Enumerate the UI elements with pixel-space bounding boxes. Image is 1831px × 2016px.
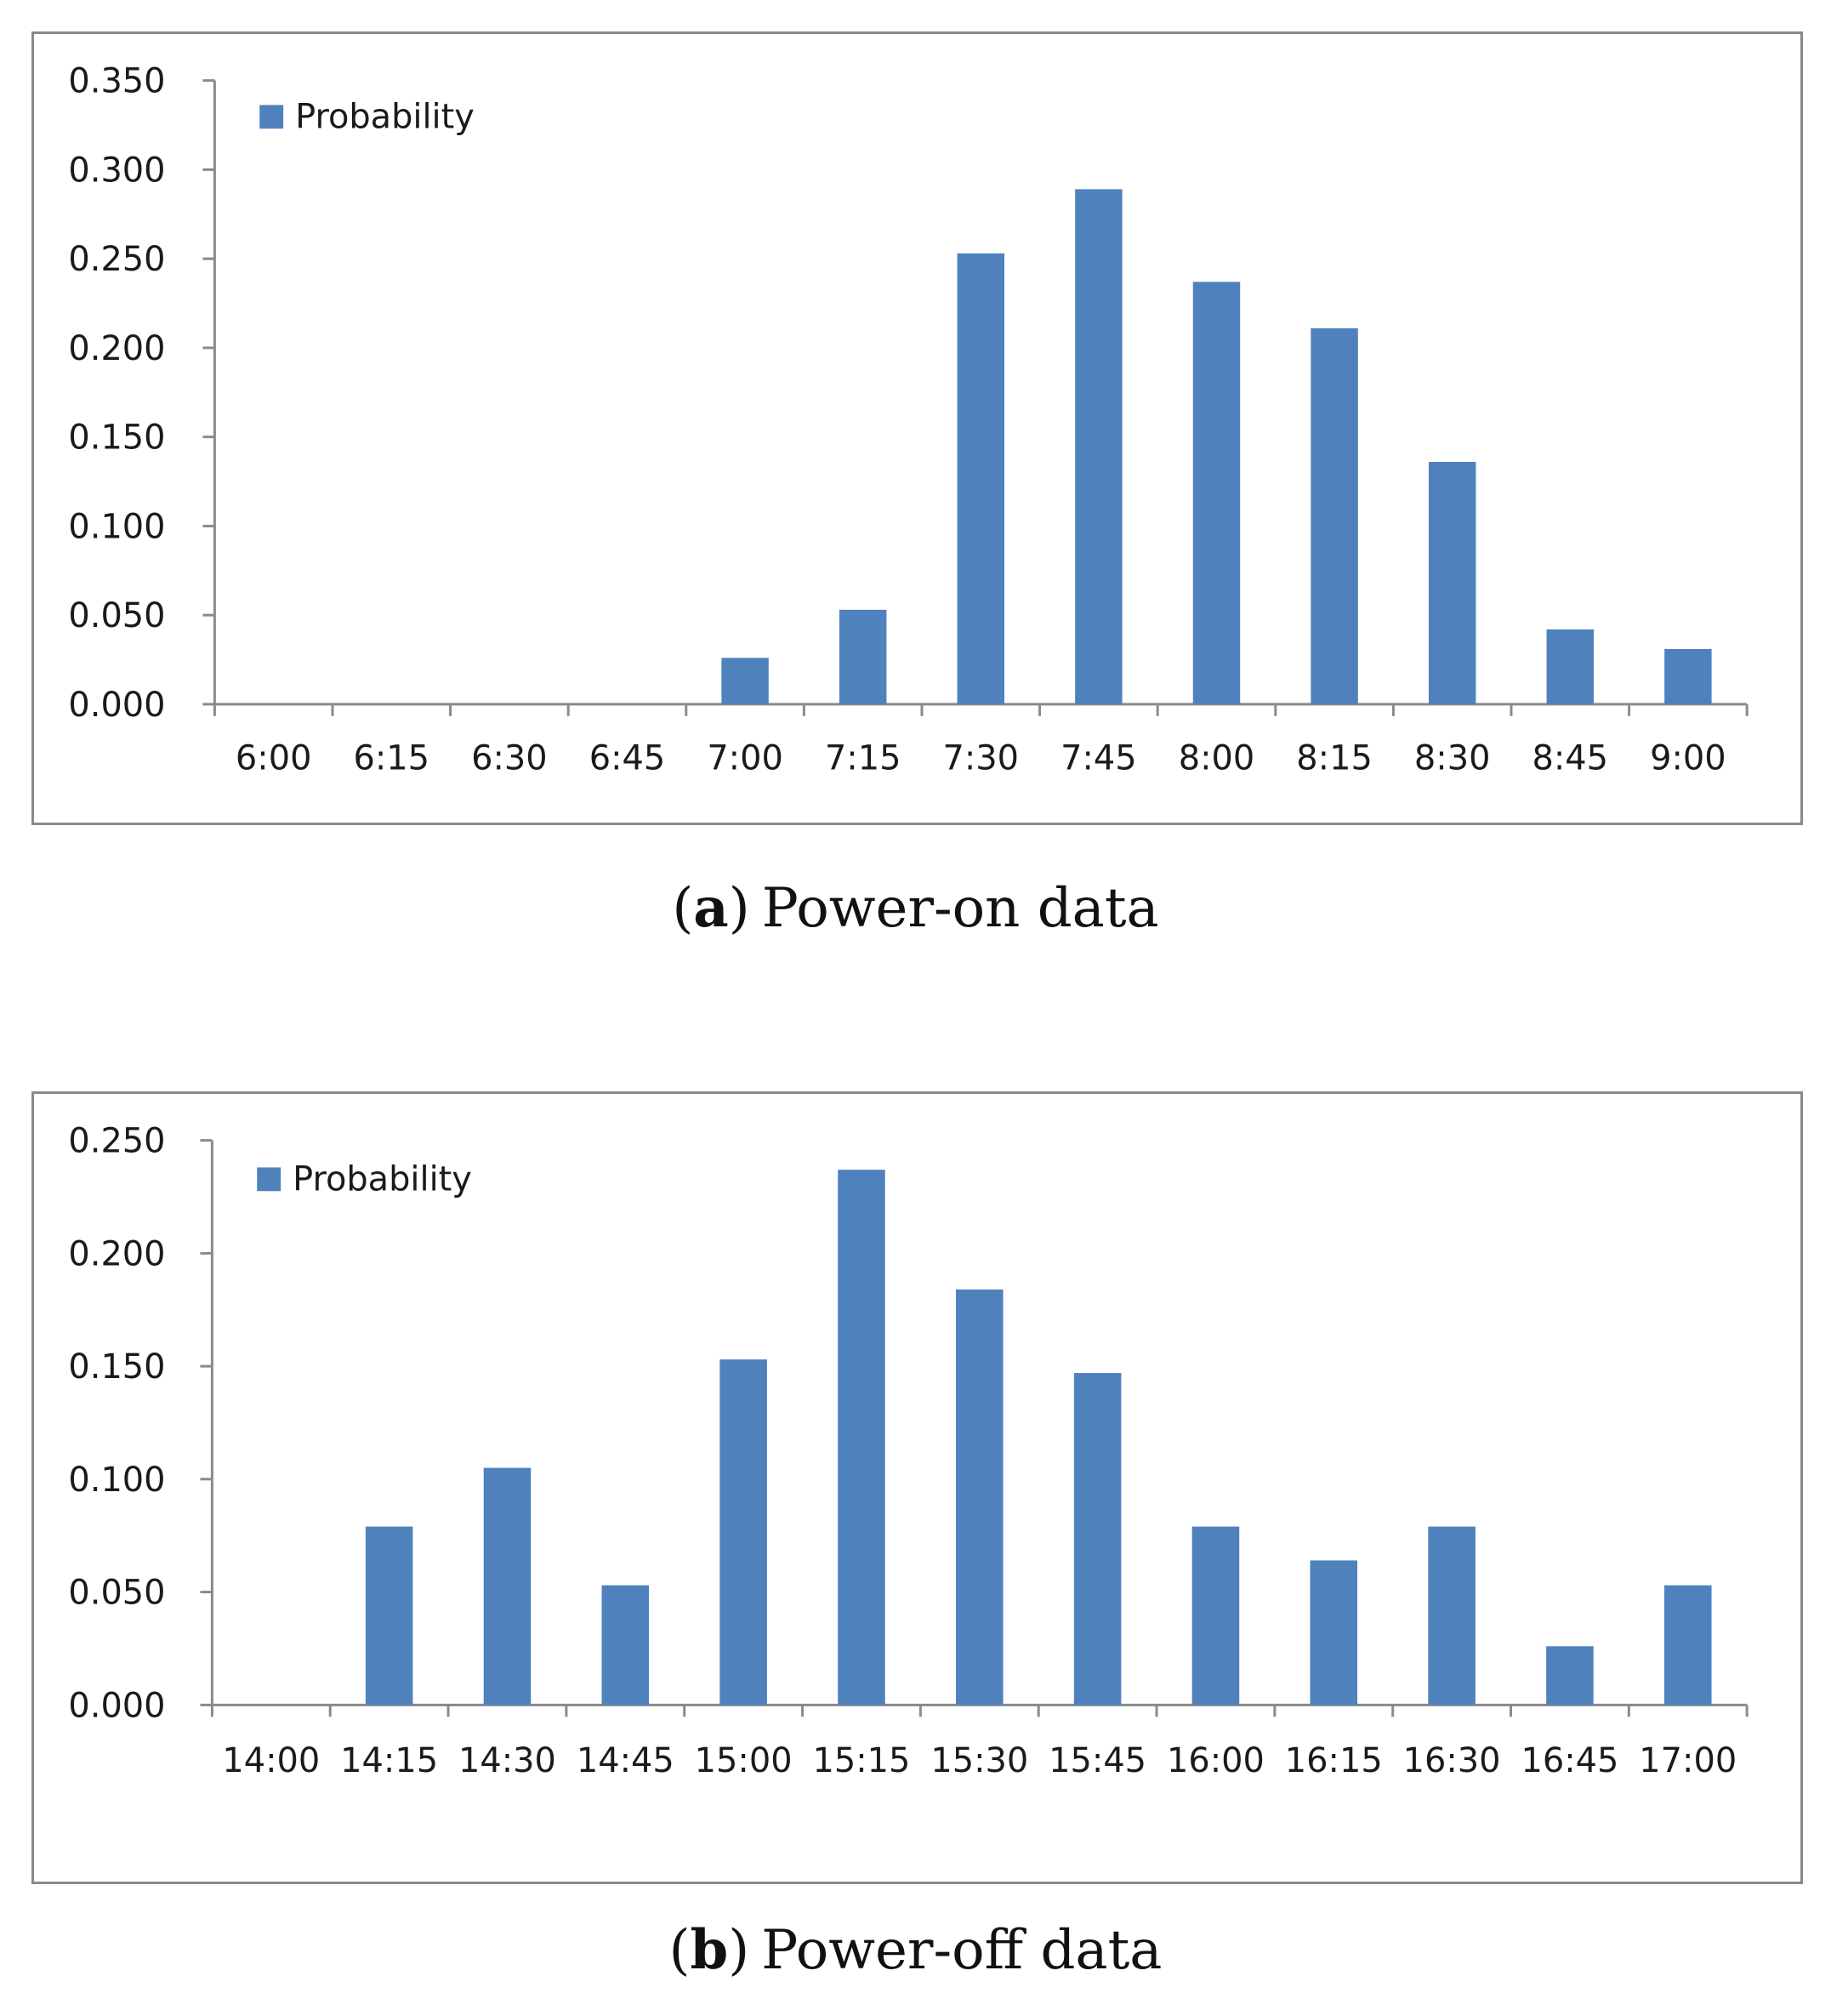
chart-a-category-label: 7:15	[825, 738, 901, 777]
chart-b-bar	[601, 1585, 650, 1706]
chart-a-bar	[1546, 629, 1595, 704]
chart-a-y-tick-label: 0.350	[68, 62, 165, 101]
chart-b-bar	[365, 1526, 413, 1706]
caption-b-close-paren: )	[728, 1919, 750, 1982]
chart-a-bar	[721, 658, 769, 704]
chart-b-plot: 0.000 0.050 0.100 0.150 0.200 0.250 14:00 14:15…	[68, 1122, 1749, 1780]
chart-a-category-label: 7:45	[1061, 738, 1137, 777]
chart-b-bar	[1191, 1526, 1240, 1706]
chart-a-y-tick-label: 0.100	[68, 507, 165, 546]
chart-a-bar	[1075, 189, 1123, 704]
chart-b-category-label: 15:00	[695, 1741, 793, 1780]
chart-b-legend-label: Probability	[293, 1159, 472, 1199]
chart-a-category-label: 6:15	[354, 738, 430, 777]
caption-a-letter: a	[693, 876, 729, 940]
chart-a-category-label: 8:45	[1532, 738, 1609, 777]
chart-b-bar	[956, 1289, 1004, 1706]
chart-b-category-label: 16:15	[1285, 1741, 1383, 1780]
chart-a-legend-swatch	[259, 105, 284, 129]
chart-b-bar	[1664, 1585, 1712, 1706]
chart-b-bar	[1428, 1526, 1476, 1706]
chart-b-category-label: 16:00	[1167, 1741, 1265, 1780]
caption-b-letter: b	[690, 1918, 729, 1982]
chart-b-category-label: 16:30	[1403, 1741, 1501, 1780]
chart-a-category-label: 6:30	[471, 738, 548, 777]
chart-b-bar	[719, 1359, 767, 1706]
chart-b-y-tick-label: 0.150	[68, 1347, 165, 1387]
chart-b-bar	[1546, 1646, 1594, 1706]
caption-b-text: Power-off data	[761, 1919, 1163, 1982]
chart-a-bar	[1192, 282, 1241, 704]
chart-b-category-label: 14:00	[222, 1741, 320, 1780]
chart-a-bar	[1428, 461, 1476, 704]
chart-a-category-label: 8:15	[1296, 738, 1373, 777]
chart-b-category-label: 14:30	[458, 1741, 556, 1780]
chart-b-y-tick-label: 0.200	[68, 1234, 165, 1273]
chart-b-category-label: 15:30	[930, 1741, 1028, 1780]
chart-b-bar	[838, 1170, 885, 1706]
chart-b-category-label: 15:45	[1049, 1741, 1146, 1780]
chart-a-y-tick-label: 0.300	[68, 151, 165, 190]
chart-b-category-label: 16:45	[1521, 1741, 1618, 1780]
chart-b-category-label: 14:45	[577, 1741, 674, 1780]
chart-b-category-label: 15:15	[813, 1741, 911, 1780]
chart-b-legend-swatch	[257, 1167, 281, 1192]
chart-a-y-tick-label: 0.150	[68, 419, 165, 458]
chart-a-legend-label: Probability	[295, 97, 475, 136]
chart-a-y-tick-label: 0.050	[68, 596, 165, 635]
chart-a-category-label: 6:00	[236, 738, 312, 777]
chart-a-caption: (a) Power-on data	[0, 876, 1831, 940]
chart-b-y-tick-label: 0.100	[68, 1461, 165, 1500]
chart-a-y-tick-label: 0.200	[68, 329, 165, 368]
caption-a-close-paren: )	[728, 877, 750, 940]
chart-b-frame: 0.000 0.050 0.100 0.150 0.200 0.250 14:00 14:15…	[31, 1091, 1803, 1884]
chart-a-bar	[1664, 648, 1712, 704]
chart-a-y-tick-label: 0.250	[68, 240, 165, 279]
caption-b-open-paren: (	[668, 1919, 691, 1982]
chart-a-bar	[1311, 327, 1358, 704]
caption-a-open-paren: (	[672, 877, 694, 940]
chart-a-category-label: 8:30	[1414, 738, 1491, 777]
chart-a-category-label: 9:00	[1650, 738, 1726, 777]
chart-a-y-tick-label: 0.000	[68, 686, 165, 725]
chart-a-category-label: 7:30	[943, 738, 1020, 777]
chart-a-category-label: 6:45	[589, 738, 666, 777]
chart-b-category-label: 17:00	[1639, 1741, 1737, 1780]
chart-b-bar	[1073, 1373, 1122, 1706]
chart-a-category-label: 8:00	[1179, 738, 1255, 777]
chart-b-caption: (b) Power-off data	[0, 1918, 1831, 1982]
chart-a-bar	[957, 253, 1005, 704]
chart-b-y-tick-label: 0.050	[68, 1574, 165, 1613]
chart-a-frame: 0.000 0.050 0.100 0.150 0.200 0.250 0.300 0.350…	[31, 31, 1803, 825]
chart-b-bar	[1310, 1560, 1358, 1706]
chart-b-category-label: 14:15	[340, 1741, 438, 1780]
chart-a-bar	[839, 609, 887, 704]
chart-a-plot: 0.000 0.050 0.100 0.150 0.200 0.250 0.300 0.350…	[68, 62, 1749, 777]
caption-a-text: Power-on data	[761, 877, 1159, 940]
chart-b-y-tick-label: 0.250	[68, 1122, 165, 1161]
chart-a-category-label: 7:00	[707, 738, 783, 777]
chart-b-y-tick-label: 0.000	[68, 1686, 165, 1725]
chart-b-bar	[483, 1467, 532, 1706]
